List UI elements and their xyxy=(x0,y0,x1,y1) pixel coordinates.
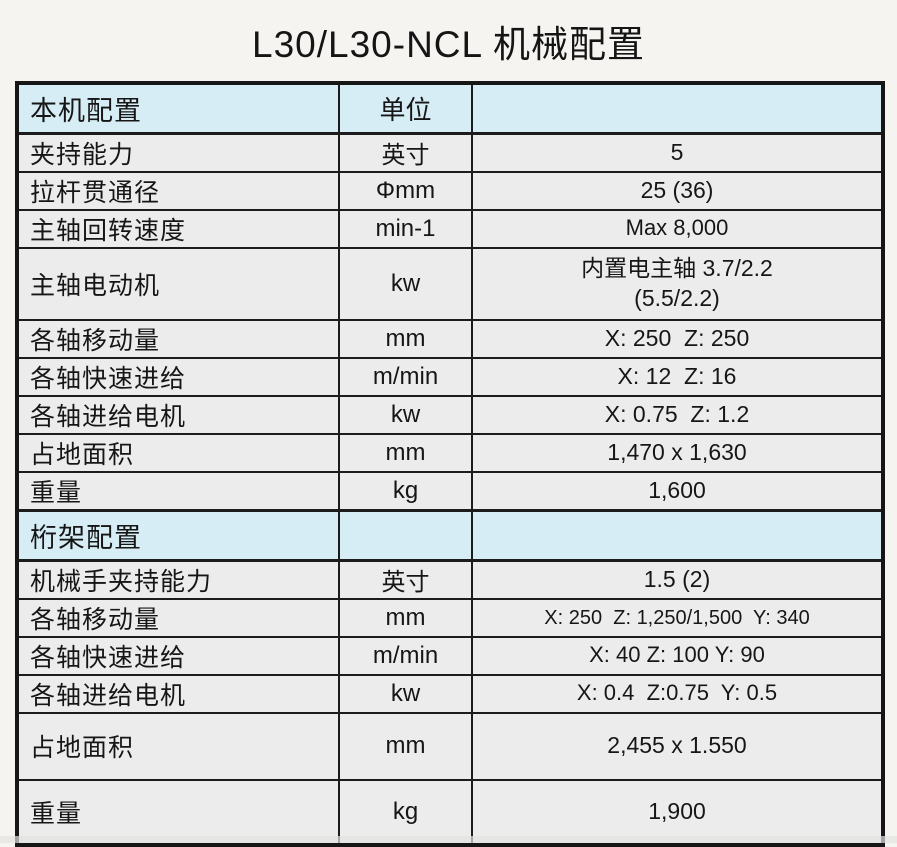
table-row: 主轴电动机 kw 内置电主轴 3.7/2.2 (5.5/2.2) xyxy=(16,246,884,321)
value-cell: X: 0.75 Z: 1.2 xyxy=(471,394,884,435)
value-cell: Max 8,000 xyxy=(471,208,884,249)
table-row: 各轴快速进给 m/min X: 12 Z: 16 xyxy=(16,356,884,397)
unit-cell: mm xyxy=(338,432,473,473)
unit-cell: kw xyxy=(338,246,473,321)
spec-label-cell: 重量 xyxy=(16,778,340,846)
spec-label-cell: 夹持能力 xyxy=(16,132,340,173)
table-row: 重量 kg 1,900 xyxy=(16,778,884,846)
value-cell: X: 40 Z: 100 Y: 90 xyxy=(471,635,884,676)
unit-cell: m/min xyxy=(338,635,473,676)
table-row: 机械手夹持能力 英寸 1.5 (2) xyxy=(16,559,884,600)
spec-label-cell: 重量 xyxy=(16,470,340,511)
page-title: L30/L30-NCL 机械配置 xyxy=(252,24,645,65)
scan-artifact xyxy=(0,836,897,843)
unit-cell: min-1 xyxy=(338,208,473,249)
spec-label-cell: 各轴进给电机 xyxy=(16,673,340,714)
spec-label-cell: 主轴电动机 xyxy=(16,246,340,321)
unit-cell: 英寸 xyxy=(338,132,473,173)
section-header-row: 桁架配置 xyxy=(16,508,884,562)
unit-cell: mm xyxy=(338,318,473,359)
unit-cell: Φmm xyxy=(338,170,473,211)
unit-cell: mm xyxy=(338,597,473,638)
value-cell: 1.5 (2) xyxy=(471,559,884,600)
spec-label-cell: 各轴移动量 xyxy=(16,597,340,638)
value-cell: 1,600 xyxy=(471,470,884,511)
value-cell: X: 250 Z: 250 xyxy=(471,318,884,359)
value-cell: 1,900 xyxy=(471,778,884,846)
value-column-header xyxy=(471,508,884,562)
spec-label-cell: 占地面积 xyxy=(16,432,340,473)
table-row: 各轴进给电机 kw X: 0.75 Z: 1.2 xyxy=(16,394,884,435)
spec-label-cell: 各轴快速进给 xyxy=(16,635,340,676)
spec-label-cell: 占地面积 xyxy=(16,711,340,781)
table-row: 各轴快速进给 m/min X: 40 Z: 100 Y: 90 xyxy=(16,635,884,676)
spec-label-cell: 各轴进给电机 xyxy=(16,394,340,435)
value-cell: 5 xyxy=(471,132,884,173)
table-row: 各轴移动量 mm X: 250 Z: 250 xyxy=(16,318,884,359)
section-title: 本机配置 xyxy=(16,81,340,135)
value-cell: 25 (36) xyxy=(471,170,884,211)
unit-cell: kg xyxy=(338,470,473,511)
spec-label-cell: 拉杆贯通径 xyxy=(16,170,340,211)
table-row: 占地面积 mm 1,470 x 1,630 xyxy=(16,432,884,473)
section-header-row: 本机配置 单位 xyxy=(16,81,884,135)
unit-column-header xyxy=(338,508,473,562)
unit-column-header: 单位 xyxy=(338,81,473,135)
unit-cell: kw xyxy=(338,673,473,714)
table-row: 重量 kg 1,600 xyxy=(16,470,884,511)
value-column-header xyxy=(471,81,884,135)
table-row: 主轴回转速度 min-1 Max 8,000 xyxy=(16,208,884,249)
table-row: 各轴移动量 mm X: 250 Z: 1,250/1,500 Y: 340 xyxy=(16,597,884,638)
value-cell: X: 12 Z: 16 xyxy=(471,356,884,397)
table-row: 拉杆贯通径 Φmm 25 (36) xyxy=(16,170,884,211)
table-row: 占地面积 mm 2,455 x 1.550 xyxy=(16,711,884,781)
unit-cell: m/min xyxy=(338,356,473,397)
value-cell: 1,470 x 1,630 xyxy=(471,432,884,473)
spec-label-cell: 主轴回转速度 xyxy=(16,208,340,249)
value-cell: 2,455 x 1.550 xyxy=(471,711,884,781)
value-cell: X: 250 Z: 1,250/1,500 Y: 340 xyxy=(471,597,884,638)
unit-cell: mm xyxy=(338,711,473,781)
table-row: 各轴进给电机 kw X: 0.4 Z:0.75 Y: 0.5 xyxy=(16,673,884,714)
spec-label-cell: 各轴移动量 xyxy=(16,318,340,359)
unit-cell: kg xyxy=(338,778,473,846)
unit-cell: kw xyxy=(338,394,473,435)
table-row: 夹持能力 英寸 5 xyxy=(16,132,884,173)
value-cell: X: 0.4 Z:0.75 Y: 0.5 xyxy=(471,673,884,714)
spec-table: 本机配置 单位 夹持能力 英寸 5 拉杆贯通径 Φmm 25 (36) 主轴回转… xyxy=(15,81,885,847)
spec-label-cell: 各轴快速进给 xyxy=(16,356,340,397)
spec-label-cell: 机械手夹持能力 xyxy=(16,559,340,600)
value-cell: 内置电主轴 3.7/2.2 (5.5/2.2) xyxy=(471,246,884,321)
section-title: 桁架配置 xyxy=(16,508,340,562)
unit-cell: 英寸 xyxy=(338,559,473,600)
